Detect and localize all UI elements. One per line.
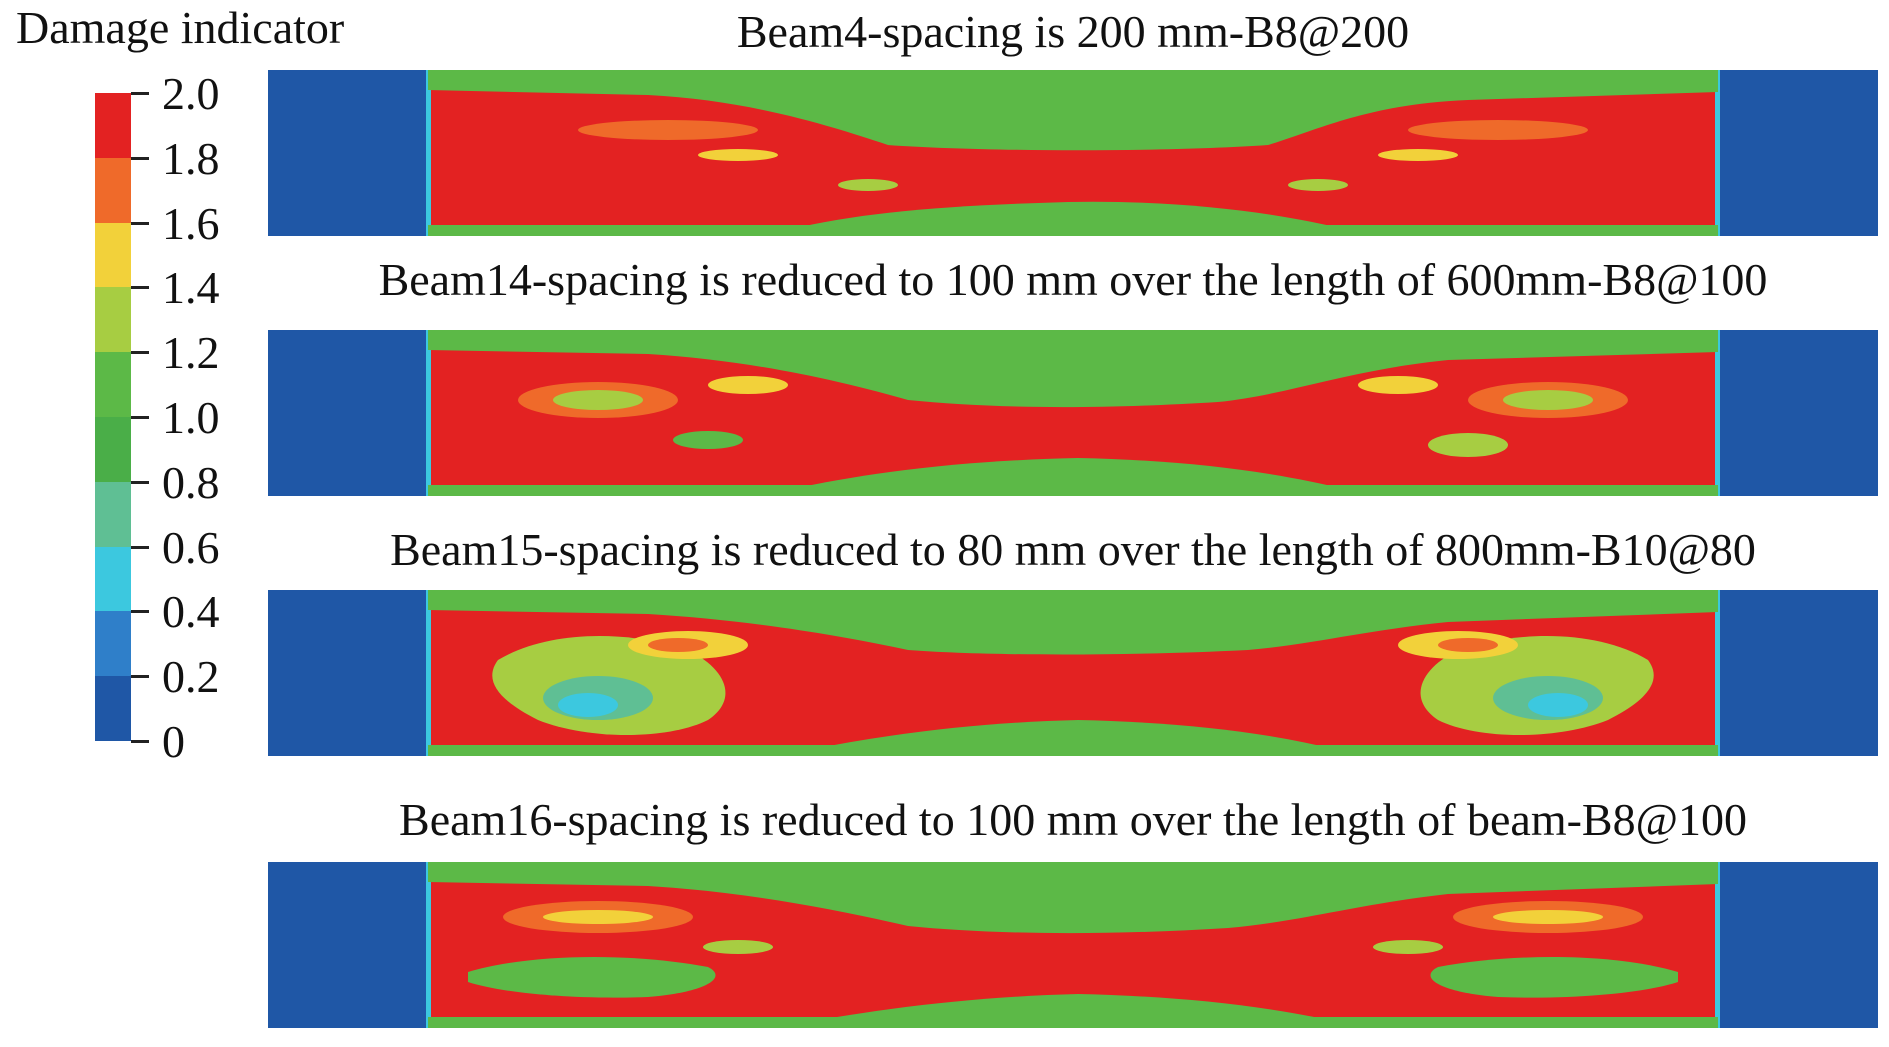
left-support-block: [268, 590, 428, 756]
colorbar-label: 0.2: [162, 651, 220, 702]
right-support-block: [1718, 70, 1878, 236]
colorbar-tick: [131, 222, 149, 225]
colorbar-band-1.6-1.8: [95, 158, 131, 223]
colorbar-tick: [131, 286, 149, 289]
colorbar-band-1.4-1.6: [95, 223, 131, 287]
colorbar-tick: [131, 740, 149, 743]
colorbar-band-0-0.2: [95, 676, 131, 741]
colorbar-tick: [131, 416, 149, 419]
colorbar-label: 1.4: [162, 262, 220, 313]
colorbar-band-0.6-0.8: [95, 482, 131, 547]
colorbar-band-1.8-2.0: [95, 93, 131, 158]
beam14-contour: [268, 330, 1878, 496]
colorbar-label: 1.0: [162, 392, 220, 443]
colorbar-tick: [131, 481, 149, 484]
colorbar-label: 2.0: [162, 68, 220, 119]
colorbar-tick: [131, 675, 149, 678]
beam4-contour: [268, 70, 1878, 236]
right-support-block: [1718, 862, 1878, 1028]
colorbar-tick: [131, 546, 149, 549]
colorbar-label: 0: [162, 716, 185, 767]
beam15-contour: [268, 590, 1878, 756]
right-support-block: [1718, 590, 1878, 756]
beam16-contour: [268, 862, 1878, 1028]
colorbar-label: 1.8: [162, 133, 220, 184]
left-support-block: [268, 70, 428, 236]
damage-colorbar: [95, 93, 131, 741]
beam16-title: Beam16-spacing is reduced to 100 mm over…: [399, 794, 1747, 845]
legend-title: Damage indicator: [16, 2, 345, 53]
colorbar-tick: [131, 157, 149, 160]
colorbar-label: 0.4: [162, 586, 220, 637]
colorbar-tick: [131, 610, 149, 613]
colorbar-band-1.2-1.4: [95, 287, 131, 352]
colorbar-tick: [131, 351, 149, 354]
beam4-title: Beam4-spacing is 200 mm-B8@200: [736, 6, 1410, 57]
beam15-title: Beam15-spacing is reduced to 80 mm over …: [390, 524, 1756, 575]
colorbar-band-0.8-1.0: [95, 417, 131, 482]
colorbar-label: 1.2: [162, 327, 220, 378]
right-support-block: [1718, 330, 1878, 496]
left-support-block: [268, 330, 428, 496]
colorbar-label: 0.8: [162, 457, 220, 508]
colorbar-band-0.4-0.6: [95, 547, 131, 611]
colorbar-band-0.2-0.4: [95, 611, 131, 676]
beam14-title: Beam14-spacing is reduced to 100 mm over…: [378, 254, 1768, 305]
left-support-block: [268, 862, 428, 1028]
colorbar-tick: [131, 92, 149, 95]
colorbar-band-1.0-1.2: [95, 352, 131, 417]
colorbar-label: 1.6: [162, 198, 220, 249]
colorbar-label: 0.6: [162, 522, 220, 573]
